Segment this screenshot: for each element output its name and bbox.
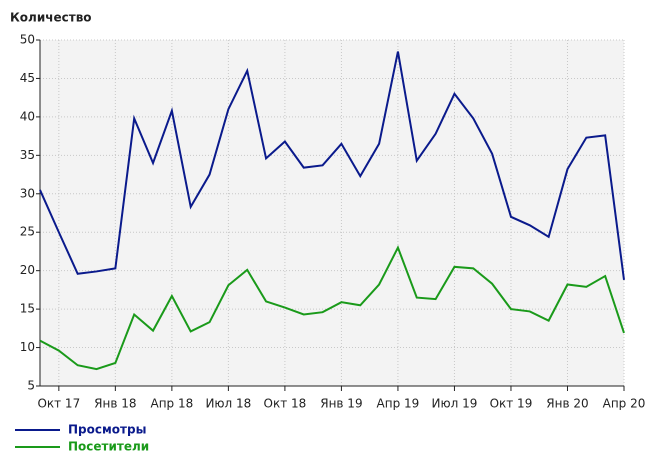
y-tick-label: 25	[20, 225, 35, 239]
y-tick-label: 10	[20, 340, 35, 354]
y-tick-label: 45	[20, 71, 35, 85]
y-tick-label: 20	[20, 263, 35, 277]
legend-label: Просмотры	[68, 423, 146, 437]
y-tick-label: 35	[20, 148, 35, 162]
x-tick-label: Апр 18	[150, 397, 193, 411]
series-line	[39, 51, 625, 281]
y-tick-label: 30	[20, 186, 35, 200]
x-tick-label: Июл 19	[432, 397, 478, 411]
y-tick-label: 40	[20, 109, 35, 123]
y-tick-label: 50	[20, 33, 35, 47]
x-tick-label: Янв 19	[320, 397, 362, 411]
x-tick-label: Апр 20	[603, 397, 646, 411]
x-tick-label: Окт 18	[264, 397, 307, 411]
series-line	[39, 245, 625, 371]
y-tick-label: 15	[20, 302, 35, 316]
y-tick-label: 5	[27, 379, 35, 393]
plot-area	[40, 40, 624, 386]
x-tick-label: Янв 20	[546, 397, 588, 411]
y-axis-title: Количество	[10, 11, 92, 25]
legend-label: Посетители	[68, 440, 149, 454]
x-tick-label: Окт 17	[37, 397, 80, 411]
x-tick-label: Июл 18	[205, 397, 251, 411]
x-tick-label: Апр 19	[377, 397, 420, 411]
x-tick-label: Окт 19	[490, 397, 533, 411]
x-tick-label: Янв 18	[94, 397, 136, 411]
